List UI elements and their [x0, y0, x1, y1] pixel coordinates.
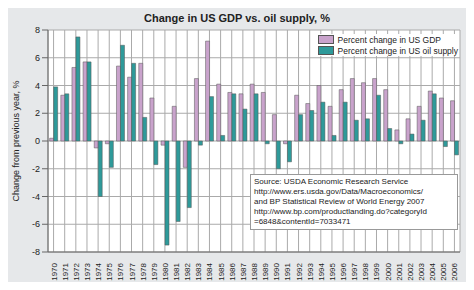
svg-text:1982: 1982 [183, 262, 192, 280]
html-text:Change in US GDP vs. oil suppl: Change in US GDP vs. oil supply, % [144, 12, 330, 24]
svg-text:2005: 2005 [439, 262, 448, 280]
svg-text:2002: 2002 [406, 262, 415, 280]
svg-text:1999: 1999 [372, 262, 381, 280]
svg-text:2: 2 [35, 108, 40, 118]
html-text:Percent change in US oil suppl: Percent change in US oil supply [337, 45, 458, 56]
svg-text:6: 6 [35, 53, 40, 63]
svg-text:1980: 1980 [161, 262, 170, 280]
svg-text:2003: 2003 [417, 262, 426, 280]
svg-text:1974: 1974 [94, 262, 103, 280]
svg-text:1970: 1970 [50, 262, 59, 280]
svg-text:2004: 2004 [428, 262, 437, 280]
svg-text:1981: 1981 [172, 262, 181, 280]
svg-text:1972: 1972 [72, 262, 81, 280]
svg-text:-2: -2 [32, 164, 40, 174]
html-text:http://www.bp.com/productlandi: http://www.bp.com/productlanding.do?cate… [254, 207, 427, 216]
svg-text:0: 0 [35, 136, 40, 146]
svg-text:1998: 1998 [361, 262, 370, 280]
svg-text:2001: 2001 [395, 262, 404, 280]
svg-text:1977: 1977 [128, 262, 137, 280]
svg-text:1991: 1991 [283, 262, 292, 280]
html-text:=6848&contentId=7033471: =6848&contentId=7033471 [254, 217, 351, 226]
svg-text:1983: 1983 [194, 262, 203, 280]
svg-text:1989: 1989 [261, 262, 270, 280]
svg-text:1996: 1996 [339, 262, 348, 280]
svg-text:4: 4 [35, 81, 40, 91]
svg-text:1971: 1971 [61, 262, 70, 280]
svg-text:1976: 1976 [116, 262, 125, 280]
svg-text:1987: 1987 [239, 262, 248, 280]
svg-text:1990: 1990 [272, 262, 281, 280]
html-text:and BP Statistical Review of W: and BP Statistical Review of World Energ… [254, 197, 425, 206]
svg-text:1995: 1995 [328, 262, 337, 280]
svg-text:1975: 1975 [105, 262, 114, 280]
svg-text:1988: 1988 [250, 262, 259, 280]
svg-text:1994: 1994 [317, 262, 326, 280]
svg-text:1985: 1985 [217, 262, 226, 280]
svg-text:2006: 2006 [450, 262, 459, 280]
svg-text:1979: 1979 [150, 262, 159, 280]
html-text:Percent change in US GDP: Percent change in US GDP [337, 34, 441, 45]
svg-text:-4: -4 [32, 192, 40, 202]
svg-text:1984: 1984 [205, 262, 214, 280]
svg-text:1986: 1986 [228, 262, 237, 280]
html-text:Source: USDA Economic Research: Source: USDA Economic Research Service [254, 177, 409, 186]
svg-text:1992: 1992 [295, 262, 304, 280]
svg-text:1997: 1997 [350, 262, 359, 280]
svg-text:8: 8 [35, 25, 40, 35]
svg-text:1973: 1973 [83, 262, 92, 280]
svg-text:2000: 2000 [384, 262, 393, 280]
svg-text:-6: -6 [32, 219, 40, 229]
svg-text:1978: 1978 [139, 262, 148, 280]
svg-text:Change from previous year, %: Change from previous year, % [11, 80, 21, 201]
svg-text:-8: -8 [32, 247, 40, 257]
html-text:http://www.ers.usda.gov/Data/M: http://www.ers.usda.gov/Data/Macroeconom… [254, 187, 423, 196]
svg-text:1993: 1993 [306, 262, 315, 280]
